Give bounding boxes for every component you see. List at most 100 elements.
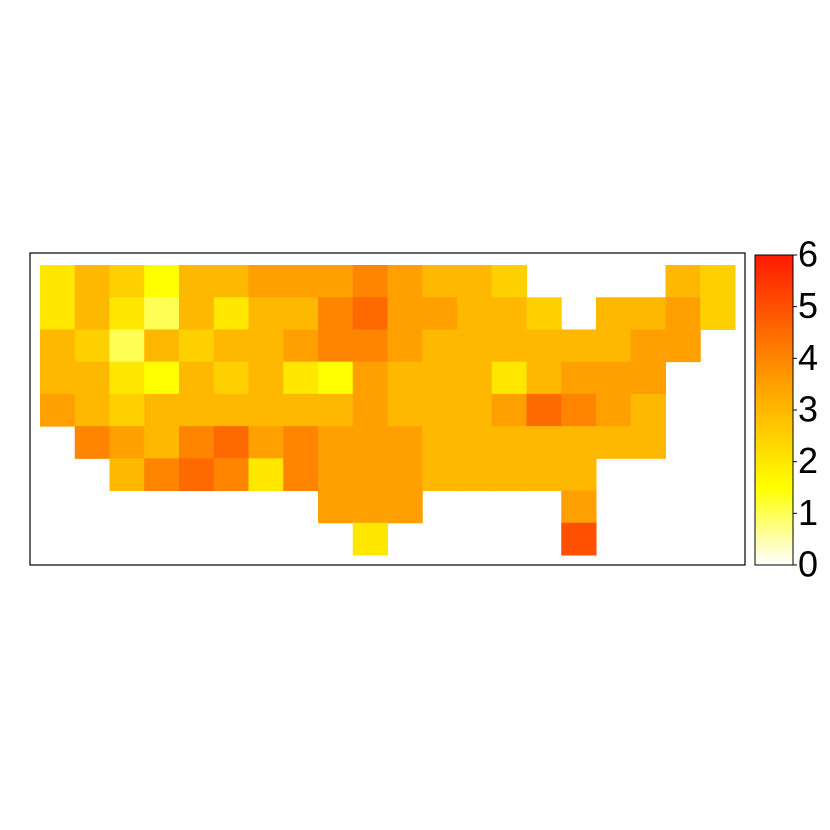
heat-cell (144, 361, 180, 395)
heat-cell (109, 426, 145, 459)
heat-cell (109, 361, 145, 395)
heat-cell (352, 393, 388, 427)
heat-cell (526, 458, 562, 492)
heat-cell (213, 329, 249, 363)
heat-cell (596, 361, 632, 395)
heat-cell (387, 490, 423, 524)
heat-cell (213, 458, 249, 492)
heat-cell (596, 393, 632, 427)
heat-cell (491, 265, 527, 298)
heat-cell (596, 329, 632, 363)
heat-cell (248, 393, 284, 427)
heat-cell (179, 361, 215, 395)
heat-cell (74, 361, 110, 395)
heat-cell (352, 265, 388, 298)
heat-cell (144, 426, 180, 459)
heat-cell (561, 490, 597, 524)
heat-cell (144, 297, 180, 330)
heat-cell (526, 393, 562, 427)
heat-cell (700, 297, 736, 330)
heat-cell (561, 361, 597, 395)
heat-cell (248, 361, 284, 395)
heat-cell (491, 458, 527, 492)
heat-cell (352, 361, 388, 395)
heat-cell (283, 329, 319, 363)
heat-cell (213, 297, 249, 330)
heat-cell (283, 393, 319, 427)
heat-cell (422, 297, 458, 330)
heat-cell (318, 426, 354, 459)
heat-cell (422, 458, 458, 492)
colorbar-tick-label: 1 (798, 492, 818, 533)
heat-cell (40, 329, 76, 363)
heat-cell (248, 329, 284, 363)
heat-cell (387, 426, 423, 459)
heat-cell (491, 393, 527, 427)
heat-cell (318, 490, 354, 524)
heat-cell (630, 297, 666, 330)
heat-cell (109, 329, 145, 363)
heat-cell (422, 361, 458, 395)
heat-cell (179, 297, 215, 330)
heat-cell (144, 329, 180, 363)
heat-cell (665, 329, 701, 363)
heat-cell (318, 393, 354, 427)
heat-cell (318, 361, 354, 395)
heat-cell (596, 426, 632, 459)
heat-cell (318, 265, 354, 298)
colorbar-tick-label: 4 (798, 337, 818, 378)
colorbar (754, 254, 794, 566)
heat-cell (109, 265, 145, 298)
heat-cell (318, 329, 354, 363)
heat-cell (179, 426, 215, 459)
heat-cell (457, 426, 493, 459)
heat-cell (700, 265, 736, 298)
heat-cell (318, 297, 354, 330)
heat-cell (457, 458, 493, 492)
heat-cell (387, 361, 423, 395)
heat-cell (387, 297, 423, 330)
heat-cell (422, 393, 458, 427)
heat-cell (352, 458, 388, 492)
heat-cell (352, 490, 388, 524)
heat-cell (318, 458, 354, 492)
heat-cell (526, 297, 562, 330)
heat-cell (457, 265, 493, 298)
heat-cell (213, 393, 249, 427)
heat-cell (352, 522, 388, 556)
heat-cell (179, 265, 215, 298)
heat-cell (352, 329, 388, 363)
heat-cell (144, 458, 180, 492)
heat-cell (283, 361, 319, 395)
heat-cell (630, 393, 666, 427)
heat-cell (283, 265, 319, 298)
heat-cell (109, 393, 145, 427)
heat-cell (387, 458, 423, 492)
heat-cell (387, 329, 423, 363)
heat-cell (561, 522, 597, 556)
heat-cell (283, 426, 319, 459)
heat-cell (248, 297, 284, 330)
heat-cell (213, 426, 249, 459)
heat-cell (109, 458, 145, 492)
heat-cell (352, 426, 388, 459)
heat-cell (491, 361, 527, 395)
heat-cell (457, 297, 493, 330)
heat-cell (561, 458, 597, 492)
heat-cell (283, 458, 319, 492)
heat-cell (352, 297, 388, 330)
heat-cell (74, 329, 110, 363)
colorbar-tick-label: 5 (798, 285, 818, 326)
heat-cell (40, 297, 76, 330)
heat-cell (74, 393, 110, 427)
heat-cell (457, 361, 493, 395)
heat-cell (526, 426, 562, 459)
heat-cell (422, 426, 458, 459)
colorbar-tick-label: 2 (798, 440, 818, 481)
heat-cell (74, 265, 110, 298)
heat-cell (40, 393, 76, 427)
heat-cell (179, 458, 215, 492)
heat-cell (387, 265, 423, 298)
heat-cell (144, 393, 180, 427)
